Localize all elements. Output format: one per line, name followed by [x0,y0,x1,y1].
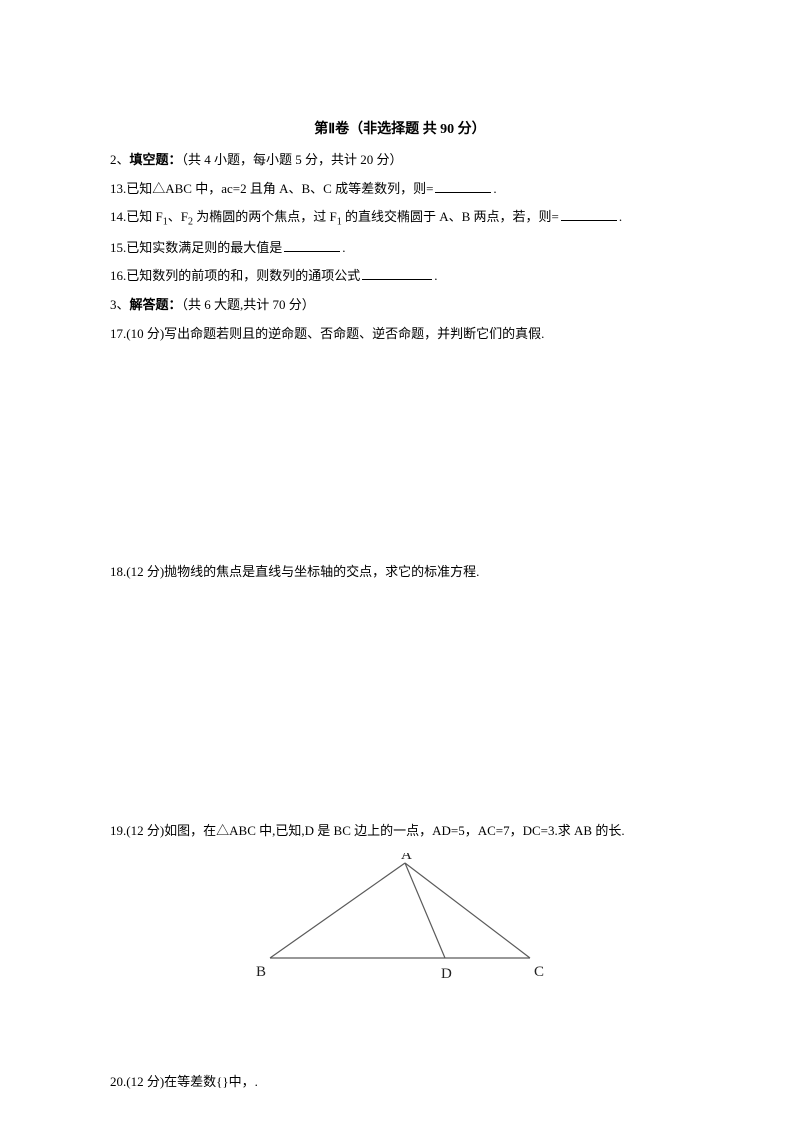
q15-end: . [342,240,345,255]
fill-blank-header: 2、填空题：（共 4 小题，每小题 5 分，共计 20 分） [110,146,690,175]
question-20: 20.(12 分)在等差数{}中，. [110,1068,690,1097]
q18-text: (12 分)抛物线的焦点是直线与坐标轴的交点，求它的标准方程. [126,564,479,579]
section-2-name: 填空题： [130,152,182,167]
question-17: 17.(10 分)写出命题若则且的逆命题、否命题、逆否命题，并判断它们的真假. [110,320,690,349]
q17-number: 17. [110,326,126,341]
question-14: 14.已知 F1、F2 为椭圆的两个焦点，过 F1 的直线交椭圆于 A、B 两点… [110,203,690,234]
solve-header: 3、解答题：（共 6 大题,共计 70 分） [110,291,690,320]
svg-text:A: A [401,853,412,863]
question-19: 19.(12 分)如图，在△ABC 中,已知,D 是 BC 边上的一点，AD=5… [110,817,690,846]
triangle-svg: A B D C [250,853,550,983]
blank-field [435,180,491,193]
q16-end: . [434,268,437,283]
answer-space-17 [110,348,690,558]
question-18: 18.(12 分)抛物线的焦点是直线与坐标轴的交点，求它的标准方程. [110,558,690,587]
q15-number: 15. [110,240,126,255]
question-16: 16.已知数列的前项的和，则数列的通项公式. [110,262,690,291]
q13-end: . [493,181,496,196]
q18-number: 18. [110,564,126,579]
svg-text:C: C [534,964,544,980]
q17-text: (10 分)写出命题若则且的逆命题、否命题、逆否命题，并判断它们的真假. [126,326,544,341]
q14-a: 已知 F [126,209,162,224]
answer-space-19 [110,988,690,1068]
q15-text: 已知实数满足则的最大值是 [126,240,282,255]
q19-number: 19. [110,823,126,838]
q20-text: (12 分)在等差数{}中，. [126,1074,258,1089]
q16-number: 16. [110,268,126,283]
answer-space-18 [110,587,690,817]
q20-number: 20. [110,1074,126,1089]
section-title: 第Ⅱ卷（非选择题 共 90 分） [110,118,690,138]
q14-d: 的直线交椭圆于 A、B 两点，若，则= [342,209,559,224]
title-suffix: 共 90 分） [423,122,486,137]
triangle-figure: A B D C [110,853,690,988]
svg-text:B: B [256,964,266,980]
blank-field [561,208,617,221]
question-15: 15.已知实数满足则的最大值是. [110,234,690,263]
q14-number: 14. [110,209,126,224]
question-13: 13.已知△ABC 中，ac=2 且角 A、B、C 成等差数列，则=. [110,175,690,204]
q13-text: 已知△ABC 中，ac=2 且角 A、B、C 成等差数列，则= [126,181,433,196]
q14-end: . [619,209,622,224]
section-3-desc: （共 6 大题,共计 70 分） [182,297,315,312]
title-prefix: 第Ⅱ卷（非选择题 [314,122,419,137]
q14-c: 为椭圆的两个焦点，过 F [193,209,337,224]
q16-text: 已知数列的前项的和，则数列的通项公式 [126,268,360,283]
q19-text: (12 分)如图，在△ABC 中,已知,D 是 BC 边上的一点，AD=5，AC… [126,823,624,838]
section-2-desc: （共 4 小题，每小题 5 分，共计 20 分） [182,152,403,167]
blank-field [362,267,432,280]
q14-b: 、F [168,209,188,224]
q13-number: 13. [110,181,126,196]
page-content: 第Ⅱ卷（非选择题 共 90 分） 2、填空题：（共 4 小题，每小题 5 分，共… [110,118,690,1097]
svg-text:D: D [441,966,452,982]
section-2-number: 2、 [110,152,130,167]
blank-field [284,239,340,252]
section-3-name: 解答题： [130,297,182,312]
section-3-number: 3、 [110,297,130,312]
